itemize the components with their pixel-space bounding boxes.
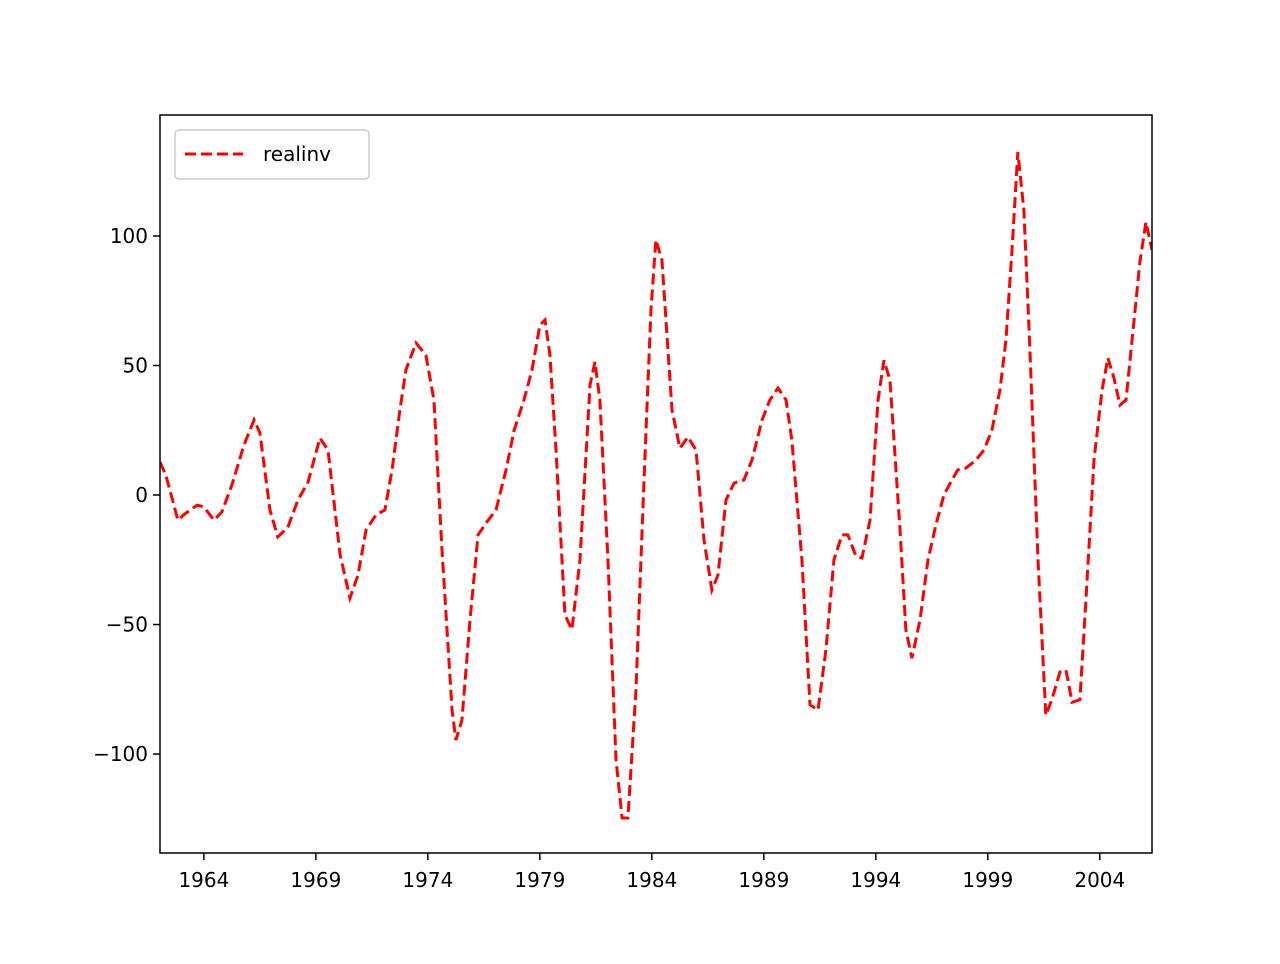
y-tick-label: −50: [106, 613, 148, 637]
plot-frame: [159, 114, 1153, 854]
x-tick-label: 1979: [514, 868, 565, 892]
x-tick-label: 2004: [1074, 868, 1125, 892]
x-tick-label: 1994: [850, 868, 901, 892]
y-tick-label: 100: [110, 224, 148, 248]
x-tick-label: 1969: [290, 868, 341, 892]
x-tick-label: 1999: [962, 868, 1013, 892]
x-tick-label: 1964: [178, 868, 229, 892]
y-tick-label: 50: [123, 353, 148, 377]
y-tick-label: −100: [93, 742, 148, 766]
x-tick-label: 1989: [738, 868, 789, 892]
x-tick-label: 1974: [402, 868, 453, 892]
legend-box: [174, 129, 370, 180]
x-tick-label: 1984: [626, 868, 677, 892]
legend-label: realinv: [263, 142, 331, 166]
y-tick-label: 0: [135, 483, 148, 507]
data-line: [160, 151, 1152, 820]
